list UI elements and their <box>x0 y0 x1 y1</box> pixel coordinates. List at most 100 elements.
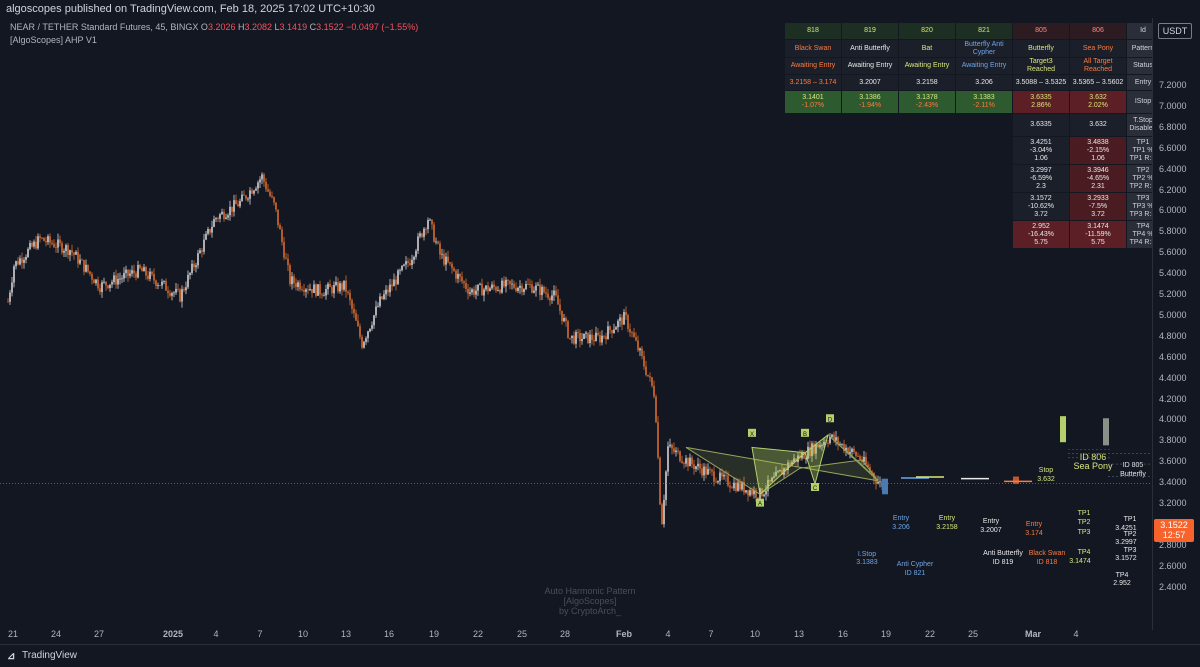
candle-body <box>439 243 441 255</box>
table-cell-text: -1.07% <box>801 102 825 109</box>
candle-body <box>803 452 805 459</box>
chart-pane[interactable]: X A B C D Entry 3.206 Entry 3.2158 Entry 3.2007 Ent… <box>0 18 1152 630</box>
publish-text: algoscopes published on TradingView.com,… <box>6 3 375 15</box>
pattern-point-marker <box>748 428 756 437</box>
price-tick: 4.8000 <box>1159 330 1187 341</box>
candle-body <box>273 197 275 203</box>
table-cell-text: -7.5% <box>1088 202 1108 210</box>
candle-body <box>497 290 499 291</box>
watermark-line2: [AlgoScopes] <box>563 596 617 606</box>
harmonic-pattern-triangle <box>827 434 879 482</box>
table-cell-text: -10.62% <box>1027 202 1055 210</box>
candle-body <box>133 270 135 274</box>
candle-body <box>841 443 843 445</box>
table-cell-text: 3.2933 <box>1087 194 1109 202</box>
candle-body <box>447 256 449 263</box>
candle-body <box>859 456 861 460</box>
candle-body <box>329 283 331 288</box>
time-tick: 7 <box>257 629 263 639</box>
candle-body <box>195 265 197 268</box>
tp-label: TP3 <box>1078 529 1091 536</box>
harmonic-pattern-triangle <box>804 433 829 486</box>
candle-body <box>493 284 495 288</box>
candle-body <box>411 259 413 265</box>
candle-body <box>699 463 701 469</box>
table-row-tp1: 3.4251 -3.04% 1.06 3.4838 -2.15% 1.06 TP1 TP1 %… <box>785 136 1160 165</box>
candle-body <box>279 225 281 230</box>
harmonic-pattern-triangle <box>751 446 807 496</box>
time-tick: Mar <box>1024 629 1042 639</box>
candle-body <box>463 281 465 284</box>
candle-body <box>589 334 591 343</box>
candle-body <box>351 300 353 309</box>
table-cell-istop: 3.1383 -2.11% <box>955 90 1013 114</box>
price-tick: 6.8000 <box>1159 121 1187 132</box>
table-cell-text: 821 <box>978 27 990 34</box>
candle-body <box>491 284 493 289</box>
price-tick: 2.4000 <box>1159 581 1187 592</box>
candle-body <box>419 233 421 237</box>
table-cell-entry: 3.5365 – 3.5602 <box>1069 74 1127 91</box>
candle-body <box>473 289 475 295</box>
candle-body <box>287 258 289 266</box>
candle-body <box>645 366 647 375</box>
pattern-point-label: A <box>758 502 762 508</box>
candle-body <box>363 341 365 348</box>
price-chart-svg[interactable]: X A B C D Entry 3.206 Entry 3.2158 Entry 3.2007 Ent… <box>0 18 1152 630</box>
symbol-label[interactable]: NEAR / TETHER Standard Futures, 45, BING… <box>10 22 199 32</box>
candle-body <box>811 443 813 457</box>
candle-body <box>535 285 537 291</box>
table-cell-tp3: 3.2933 -7.5% 3.72 <box>1069 192 1127 221</box>
table-cell-text: Awaiting Entry <box>961 62 1007 69</box>
candle-body <box>201 250 203 252</box>
table-cell-text: 819 <box>864 27 876 34</box>
time-tick: 16 <box>837 629 849 639</box>
tradingview-logo-icon[interactable]: ⊿ <box>7 651 16 662</box>
ohlc-change: −0.0497 (−1.55%) <box>346 22 419 32</box>
candle-body <box>431 219 433 225</box>
candle-body <box>773 476 775 478</box>
candle-body <box>647 374 649 377</box>
table-cell-status: Awaiting Entry <box>898 57 956 75</box>
candle-body <box>807 446 809 459</box>
candle-body <box>677 450 679 452</box>
candle-body <box>71 250 73 253</box>
price-tick: 7.0000 <box>1159 100 1187 111</box>
table-row-tp3: 3.1572 -10.62% 3.72 3.2933 -7.5% 3.72 TP3 TP3 %… <box>785 192 1160 221</box>
candle-body <box>785 468 787 471</box>
table-cell-text: 3.2158 – 3.174 <box>789 78 837 86</box>
candle-body <box>57 239 59 248</box>
candle-body <box>591 334 593 340</box>
table-label-text: TP3 R:R <box>1129 210 1157 218</box>
candle-body <box>429 219 431 221</box>
candle-body <box>613 329 615 333</box>
candle-body <box>161 281 163 286</box>
candle-body <box>709 468 711 470</box>
candle-body <box>587 332 589 343</box>
candle-body <box>391 284 393 287</box>
table-cell-id: 818 <box>784 22 842 40</box>
candle-body <box>517 287 519 291</box>
table-cell-tp4 <box>899 221 956 249</box>
candle-body <box>143 267 145 272</box>
candle-body <box>361 336 363 348</box>
candle-body <box>731 487 733 489</box>
indicator-label[interactable]: [AlgoScopes] AHP V1 <box>10 35 97 45</box>
candle-body <box>231 206 233 212</box>
candle-body <box>627 315 629 329</box>
time-axis[interactable]: 21 24 27 2025 4 7 10 13 16 19 22 25 28 Feb 4 7 10 13 16 19 2… <box>0 626 1152 642</box>
currency-button[interactable]: USDT <box>1158 23 1192 39</box>
pattern-name-label: Black Swan <box>1029 550 1066 557</box>
candle-body <box>771 477 773 482</box>
time-tick: 25 <box>967 629 979 639</box>
candle-body <box>557 295 559 305</box>
table-cell-entry: 3.5088 – 3.5325 <box>1012 74 1070 91</box>
tp-label: TP2 <box>1078 519 1091 526</box>
candle-body <box>465 283 467 289</box>
pattern-id-label: ID 806 <box>1080 452 1107 462</box>
candle-body <box>27 248 29 257</box>
candle-body <box>669 444 671 447</box>
tradingview-brand[interactable]: TradingView <box>22 650 78 661</box>
candle-body <box>651 377 653 386</box>
candle-body <box>357 320 359 327</box>
